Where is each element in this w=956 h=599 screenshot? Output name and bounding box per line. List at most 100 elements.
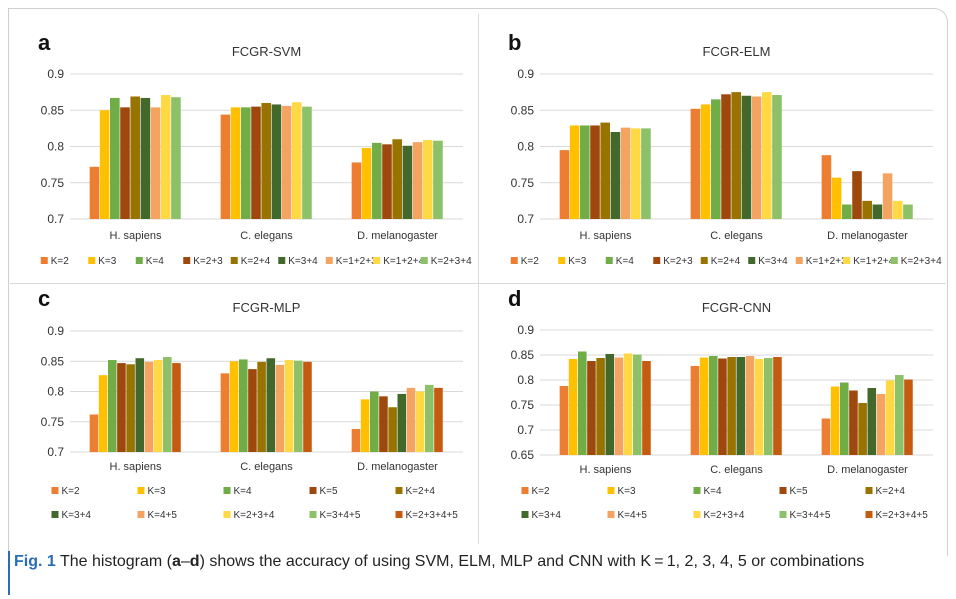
legend-label: K=1+2+4 (383, 256, 424, 267)
bar-c-1-6 (275, 364, 285, 452)
legend-swatch (40, 257, 48, 264)
x-category-label: D. melanogaster (357, 461, 438, 473)
chart-panel-a: a FCGR-SVM 0.7 0.75 0.8 0.85 0.9 H. sapiens C. e… (38, 30, 472, 267)
bar-d-2-4 (858, 403, 867, 455)
panel-letter-c: c (38, 286, 50, 311)
bar-a-1-5 (271, 104, 282, 219)
y-tick-label: 0.75 (511, 176, 535, 190)
legend-label: K=2 (62, 486, 81, 497)
bar-a-1-6 (281, 105, 292, 219)
bar-a-0-8 (171, 97, 181, 219)
panel-dividers (10, 14, 946, 544)
legend-label: K=2+3+4 (431, 256, 472, 267)
chart-title: FCGR-SVM (232, 44, 301, 59)
y-tick-label: 0.85 (41, 103, 65, 117)
bar-d-1-4 (727, 357, 736, 455)
legend-label: K=4 (704, 486, 723, 497)
caption-dash: – (180, 553, 190, 570)
bar-c-0-1 (98, 375, 108, 452)
bar-b-0-4 (600, 122, 610, 219)
bar-d-1-5 (736, 357, 746, 455)
y-tick-label: 0.8 (517, 140, 534, 154)
legend-label: K=3 (568, 256, 587, 267)
legend-swatch (51, 487, 59, 494)
panel-letter-d: d (508, 286, 521, 311)
bar-b-2-3 (852, 171, 862, 219)
bar-d-2-3 (849, 390, 858, 455)
legend-swatch (890, 257, 898, 264)
legend-label: K=3 (618, 486, 637, 497)
legend-swatch (865, 487, 873, 494)
legend-swatch (607, 487, 615, 494)
bar-b-2-5 (872, 204, 883, 219)
legend-swatch (278, 257, 286, 264)
bar-d-1-1 (699, 357, 709, 455)
legend-label: K=1+2+3 (336, 256, 377, 267)
bar-a-1-7 (291, 102, 302, 219)
legend-swatch (653, 257, 661, 264)
y-tick-label: 0.75 (511, 398, 535, 412)
y-tick-label: 0.85 (511, 348, 535, 362)
y-tick-label: 0.85 (511, 103, 535, 117)
caption-text-before: The histogram ( (55, 553, 172, 570)
bar-a-0-0 (89, 166, 100, 219)
x-category-label: H. sapiens (110, 461, 162, 473)
bar-c-2-8 (425, 384, 434, 452)
bar-a-1-2 (241, 107, 251, 219)
x-category-label: H. sapiens (580, 464, 632, 476)
bar-c-2-1 (360, 399, 370, 452)
bar-d-0-6 (614, 357, 624, 455)
bar-c-2-4 (388, 407, 397, 452)
bar-d-0-9 (642, 361, 651, 455)
bar-b-2-4 (862, 200, 872, 219)
caption-panel-a: a (171, 553, 181, 570)
legend-label: K=2+4 (406, 486, 436, 497)
bar-c-2-6 (406, 387, 416, 452)
legend-label: K=2+3+4+5 (406, 510, 459, 521)
legend-label: K=5 (790, 486, 809, 497)
bar-b-2-7 (892, 200, 903, 219)
y-tick-label: 0.9 (517, 323, 534, 337)
legend-label: K=5 (320, 486, 339, 497)
bar-d-0-8 (633, 354, 642, 455)
legend-swatch (521, 511, 529, 518)
bar-c-2-2 (369, 391, 379, 452)
y-tick-label: 0.8 (47, 140, 64, 154)
y-tick-label: 0.7 (517, 423, 534, 437)
bar-b-1-1 (700, 104, 711, 219)
bar-a-1-3 (251, 106, 261, 219)
bar-c-1-9 (303, 361, 312, 452)
legend-swatch (693, 511, 701, 518)
bar-b-1-7 (761, 92, 772, 219)
x-category-label: C. elegans (710, 464, 763, 476)
legend-swatch (223, 487, 231, 494)
bar-b-0-1 (569, 125, 580, 219)
legend-label: K=2+3 (663, 256, 693, 267)
caption-text-after: ) shows the accuracy of using SVM, ELM, … (199, 553, 865, 570)
legend-swatch (325, 257, 333, 264)
legend-swatch (420, 257, 428, 264)
legend-label: K=3 (148, 486, 167, 497)
bar-b-1-3 (721, 94, 731, 219)
legend-label: K=4 (616, 256, 635, 267)
bar-c-1-0 (220, 373, 230, 452)
bar-c-2-0 (351, 429, 361, 452)
legend-label: K=3+4 (288, 256, 318, 267)
bar-c-1-5 (266, 358, 276, 452)
bar-a-0-3 (120, 107, 130, 219)
bar-d-0-4 (596, 358, 605, 455)
legend-swatch (395, 487, 403, 494)
legend-swatch (605, 257, 613, 264)
bar-d-0-3 (587, 361, 596, 455)
bar-d-2-1 (830, 386, 840, 455)
y-tick-label: 0.65 (511, 448, 535, 462)
bar-c-0-2 (107, 360, 117, 452)
legend-swatch (183, 257, 191, 264)
bar-d-1-0 (690, 366, 700, 455)
panel-letter-a: a (38, 30, 51, 55)
bar-b-0-8 (641, 128, 651, 219)
bar-d-1-7 (754, 359, 764, 455)
legend-swatch (309, 511, 317, 518)
x-category-label: D. melanogaster (357, 230, 438, 242)
bar-b-2-2 (842, 204, 852, 219)
